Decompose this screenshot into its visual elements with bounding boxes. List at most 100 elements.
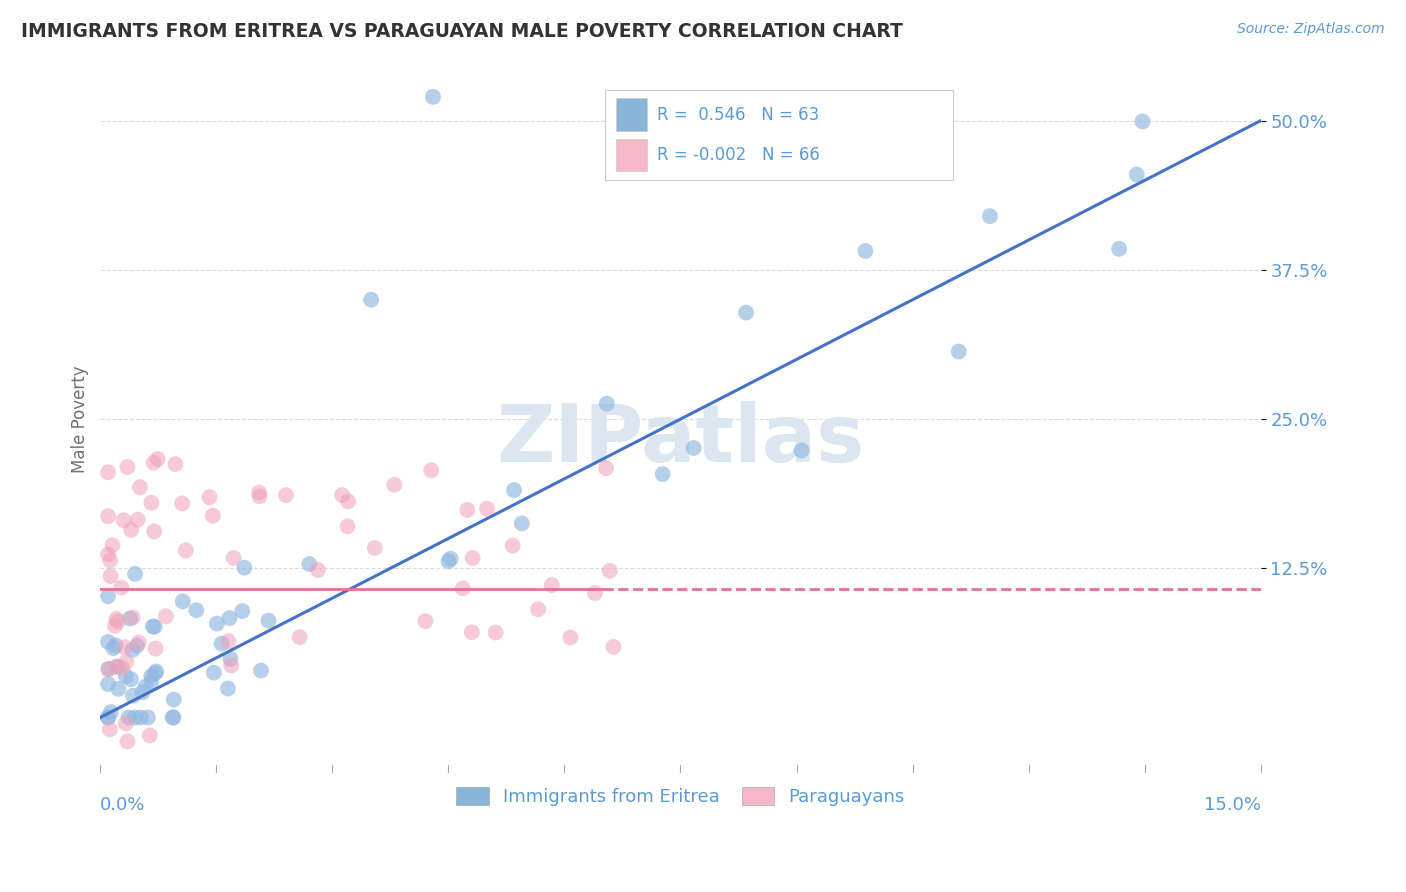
Point [288, 630, 311, 644]
Point [127, 512, 149, 526]
Point [201, 508, 224, 523]
Point [97, 662, 120, 676]
Text: Source: ZipAtlas.com: Source: ZipAtlas.com [1237, 22, 1385, 37]
Point [247, 485, 270, 500]
Point [475, 501, 498, 516]
Point [162, 710, 184, 724]
Point [250, 664, 273, 678]
Point [461, 551, 484, 566]
Point [125, 639, 148, 653]
Point [172, 594, 194, 608]
Point [142, 456, 165, 470]
Point [336, 519, 359, 533]
Point [595, 461, 617, 475]
Point [602, 640, 624, 654]
Point [186, 603, 208, 617]
Point [451, 582, 474, 596]
Point [128, 635, 150, 649]
Point [222, 551, 245, 566]
Point [143, 620, 166, 634]
Point [97, 677, 120, 691]
Point [165, 457, 187, 471]
Point [231, 604, 253, 618]
Point [107, 681, 129, 696]
Point [682, 441, 704, 455]
Point [205, 616, 228, 631]
Point [257, 614, 280, 628]
Point [97, 710, 120, 724]
Point [120, 672, 142, 686]
Point [440, 551, 463, 566]
Text: 0.0%: 0.0% [100, 796, 146, 814]
Point [114, 640, 136, 654]
Point [163, 692, 186, 706]
Y-axis label: Male Poverty: Male Poverty [72, 366, 89, 473]
Point [128, 480, 150, 494]
Point [382, 477, 405, 491]
Point [122, 689, 145, 703]
Point [502, 539, 524, 553]
Point [146, 452, 169, 467]
Text: 15.0%: 15.0% [1204, 796, 1261, 814]
Point [599, 564, 621, 578]
Point [790, 443, 813, 458]
Point [307, 563, 329, 577]
Point [97, 548, 120, 562]
Point [233, 560, 256, 574]
Point [651, 467, 673, 481]
Point [117, 734, 139, 748]
Text: ZIPatlas: ZIPatlas [496, 401, 865, 479]
Point [120, 523, 142, 537]
Point [97, 509, 120, 524]
Point [172, 496, 194, 510]
Point [124, 566, 146, 581]
Point [115, 669, 138, 683]
Point [360, 293, 382, 307]
Point [107, 615, 129, 629]
Point [135, 680, 157, 694]
Point [97, 662, 120, 676]
Point [337, 494, 360, 508]
Point [98, 723, 121, 737]
Point [155, 609, 177, 624]
Point [101, 538, 124, 552]
Point [422, 90, 444, 104]
Point [129, 710, 152, 724]
Point [174, 543, 197, 558]
Point [118, 611, 141, 625]
Point [131, 685, 153, 699]
Legend: Immigrants from Eritrea, Paraguayans: Immigrants from Eritrea, Paraguayans [447, 778, 914, 815]
Point [97, 635, 120, 649]
Point [117, 710, 139, 724]
Point [596, 397, 619, 411]
Point [1132, 114, 1154, 128]
Point [298, 557, 321, 571]
Point [527, 602, 550, 616]
Point [461, 625, 484, 640]
Point [105, 612, 128, 626]
Point [121, 610, 143, 624]
Point [485, 625, 508, 640]
Point [124, 710, 146, 724]
Point [143, 524, 166, 539]
Point [948, 344, 970, 359]
Point [219, 658, 242, 673]
Point [97, 710, 120, 724]
Point [219, 652, 242, 666]
Point [114, 716, 136, 731]
Point [142, 619, 165, 633]
Point [104, 619, 127, 633]
Point [198, 490, 221, 504]
Point [218, 611, 240, 625]
Point [100, 705, 122, 719]
Text: IMMIGRANTS FROM ERITREA VS PARAGUAYAN MALE POVERTY CORRELATION CHART: IMMIGRANTS FROM ERITREA VS PARAGUAYAN MA… [21, 22, 903, 41]
Point [111, 661, 134, 675]
Point [97, 589, 120, 603]
Point [217, 634, 239, 648]
Point [420, 463, 443, 477]
Point [560, 631, 582, 645]
Point [274, 488, 297, 502]
Point [415, 614, 437, 628]
Point [97, 465, 120, 479]
Point [139, 728, 162, 742]
